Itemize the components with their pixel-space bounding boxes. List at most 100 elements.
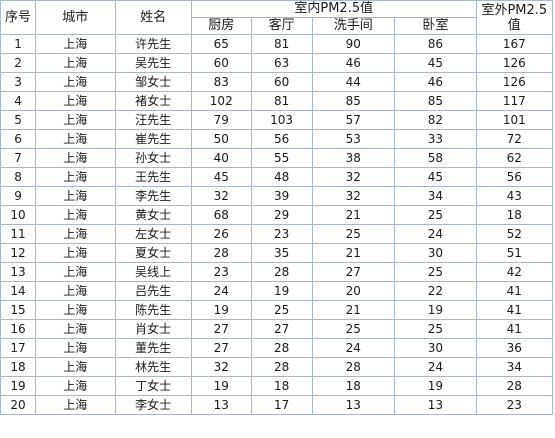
cell-kitchen: 19	[190, 376, 252, 396]
cell-kitchen: 32	[190, 186, 252, 206]
cell-living-room: 60	[250, 72, 313, 92]
cell-seq: 20	[0, 395, 37, 415]
cell-living-room: 63	[250, 53, 313, 73]
cell-city: 上海	[35, 376, 116, 396]
cell-city: 上海	[35, 262, 116, 282]
cell-bathroom: 57	[311, 110, 396, 130]
cell-bathroom: 21	[311, 243, 396, 263]
cell-seq: 19	[0, 376, 37, 396]
cell-name: 林先生	[114, 357, 192, 377]
cell-bedroom: 86	[394, 34, 477, 54]
cell-living-room: 28	[250, 262, 313, 282]
cell-city: 上海	[35, 319, 116, 339]
cell-living-room: 81	[250, 34, 313, 54]
cell-living-room: 28	[250, 338, 313, 358]
cell-outdoor: 43	[475, 186, 554, 206]
cell-name: 褚女士	[114, 91, 192, 111]
cell-name: 吴线上	[114, 262, 192, 282]
cell-city: 上海	[35, 148, 116, 168]
cell-bathroom: 53	[311, 129, 396, 149]
cell-city: 上海	[35, 186, 116, 206]
cell-name: 丁女士	[114, 376, 192, 396]
cell-bathroom: 25	[311, 224, 396, 244]
cell-bedroom: 19	[394, 376, 477, 396]
cell-seq: 9	[0, 186, 37, 206]
cell-outdoor: 51	[475, 243, 554, 263]
cell-bathroom: 27	[311, 262, 396, 282]
cell-outdoor: 52	[475, 224, 554, 244]
cell-bedroom: 34	[394, 186, 477, 206]
cell-city: 上海	[35, 357, 116, 377]
header-city: 城市	[35, 0, 116, 35]
cell-outdoor: 34	[475, 357, 554, 377]
cell-city: 上海	[35, 167, 116, 187]
cell-kitchen: 24	[190, 281, 252, 301]
table-row: 14 上海 吕先生 24 19 20 22 41	[0, 281, 554, 301]
cell-living-room: 48	[250, 167, 313, 187]
cell-name: 陈先生	[114, 300, 192, 320]
cell-bedroom: 30	[394, 243, 477, 263]
cell-city: 上海	[35, 224, 116, 244]
cell-name: 吕先生	[114, 281, 192, 301]
cell-kitchen: 65	[190, 34, 252, 54]
cell-seq: 2	[0, 53, 37, 73]
header-row-top: 序号 城市 姓名 室内PM2.5值 室外PM2.5 值	[0, 0, 554, 35]
cell-seq: 18	[0, 357, 37, 377]
cell-bathroom: 24	[311, 338, 396, 358]
cell-kitchen: 68	[190, 205, 252, 225]
table-row: 13 上海 吴线上 23 28 27 25 42	[0, 262, 554, 282]
cell-name: 左女士	[114, 224, 192, 244]
cell-seq: 17	[0, 338, 37, 358]
cell-living-room: 39	[250, 186, 313, 206]
cell-bedroom: 82	[394, 110, 477, 130]
cell-city: 上海	[35, 281, 116, 301]
cell-seq: 13	[0, 262, 37, 282]
cell-kitchen: 50	[190, 129, 252, 149]
cell-living-room: 23	[250, 224, 313, 244]
header-seq: 序号	[0, 0, 37, 35]
cell-kitchen: 26	[190, 224, 252, 244]
cell-seq: 10	[0, 205, 37, 225]
cell-living-room: 29	[250, 205, 313, 225]
table-row: 19 上海 丁女士 19 18 18 19 28	[0, 376, 554, 396]
cell-seq: 15	[0, 300, 37, 320]
cell-name: 黄女士	[114, 205, 192, 225]
cell-bedroom: 22	[394, 281, 477, 301]
cell-kitchen: 83	[190, 72, 252, 92]
table-row: 20 上海 李女士 13 17 13 13 23	[0, 395, 554, 415]
table-row: 17 上海 董先生 27 28 24 30 36	[0, 338, 554, 358]
cell-bedroom: 25	[394, 205, 477, 225]
table-header: 序号 城市 姓名 室内PM2.5值 室外PM2.5 值 厨房 客厅 洗手间 卧室	[0, 0, 554, 35]
cell-name: 王先生	[114, 167, 192, 187]
cell-city: 上海	[35, 91, 116, 111]
cell-bathroom: 44	[311, 72, 396, 92]
cell-living-room: 28	[250, 357, 313, 377]
cell-city: 上海	[35, 395, 116, 415]
cell-bathroom: 25	[311, 319, 396, 339]
cell-bathroom: 85	[311, 91, 396, 111]
cell-kitchen: 40	[190, 148, 252, 168]
table-row: 6 上海 崔先生 50 56 53 33 72	[0, 129, 554, 149]
pm25-data-table: 序号 城市 姓名 室内PM2.5值 室外PM2.5 值 厨房 客厅 洗手间 卧室…	[0, 0, 554, 415]
cell-living-room: 25	[250, 300, 313, 320]
cell-living-room: 103	[250, 110, 313, 130]
cell-outdoor: 18	[475, 205, 554, 225]
cell-name: 李女士	[114, 395, 192, 415]
header-indoor-pm25: 室内PM2.5值	[190, 0, 477, 18]
cell-bedroom: 25	[394, 262, 477, 282]
cell-name: 李先生	[114, 186, 192, 206]
cell-kitchen: 27	[190, 319, 252, 339]
table-row: 8 上海 王先生 45 48 32 45 56	[0, 167, 554, 187]
cell-bedroom: 13	[394, 395, 477, 415]
table-row: 2 上海 吴先生 60 63 46 45 126	[0, 53, 554, 73]
cell-outdoor: 167	[475, 34, 554, 54]
cell-outdoor: 41	[475, 300, 554, 320]
cell-outdoor: 72	[475, 129, 554, 149]
header-outdoor-line1: 室外PM2.5	[481, 2, 548, 18]
cell-city: 上海	[35, 72, 116, 92]
cell-living-room: 55	[250, 148, 313, 168]
cell-living-room: 19	[250, 281, 313, 301]
cell-living-room: 18	[250, 376, 313, 396]
cell-seq: 16	[0, 319, 37, 339]
cell-seq: 14	[0, 281, 37, 301]
